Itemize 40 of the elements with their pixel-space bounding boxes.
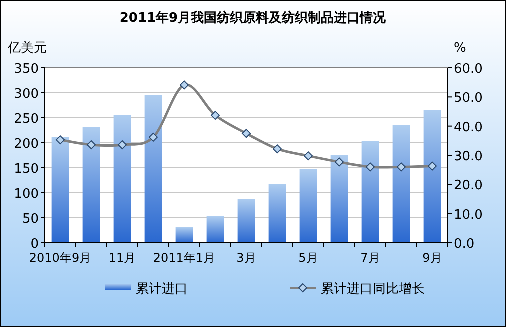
bar <box>238 199 256 243</box>
x-tick-label: 11月 <box>108 251 136 265</box>
y2-tick-label: 30.0 <box>454 150 483 164</box>
y2-tick-label: 20.0 <box>454 178 483 194</box>
chart-title: 2011年9月我国纺织原料及纺织制品进口情况 <box>120 10 388 26</box>
y2-tick-label: 40.0 <box>454 120 483 136</box>
bar <box>300 170 318 243</box>
y2-tick-label: 50.0 <box>454 91 483 106</box>
y2-tick-label: 10.0 <box>454 208 483 223</box>
y-tick-label: 300 <box>14 87 39 102</box>
legend-label: 累计进口 <box>136 282 188 297</box>
bar <box>392 126 410 243</box>
x-tick-label: 2011年1月 <box>153 251 216 265</box>
y-tick-label: 250 <box>14 112 39 127</box>
bar <box>268 184 286 243</box>
y-tick-label: 350 <box>14 62 39 77</box>
y2-tick-label: 0.0 <box>454 237 475 252</box>
bar <box>330 156 348 243</box>
y2-axis-title: % <box>454 41 466 56</box>
legend-label: 累计进口同比增长 <box>321 282 425 297</box>
y2-tick-label: 60.0 <box>454 62 483 77</box>
x-tick-label: 2010年9月 <box>29 251 92 265</box>
x-tick-label: 3月 <box>236 251 256 265</box>
bar <box>424 110 442 243</box>
bar <box>206 216 224 243</box>
bar <box>362 142 380 243</box>
x-tick-label: 7月 <box>360 251 380 265</box>
x-tick-label: 9月 <box>422 251 442 265</box>
y-tick-label: 100 <box>14 187 39 202</box>
y-tick-label: 0 <box>30 237 39 252</box>
bar <box>176 228 194 243</box>
bar <box>52 138 70 243</box>
bar <box>114 115 132 243</box>
x-tick-label: 5月 <box>298 251 318 265</box>
bar <box>144 96 162 243</box>
y-tick-label: 50 <box>22 212 39 227</box>
y-tick-label: 200 <box>14 137 39 152</box>
y-tick-label: 150 <box>14 162 39 177</box>
bar <box>82 127 100 243</box>
y-axis-title: 亿美元 <box>7 40 47 56</box>
